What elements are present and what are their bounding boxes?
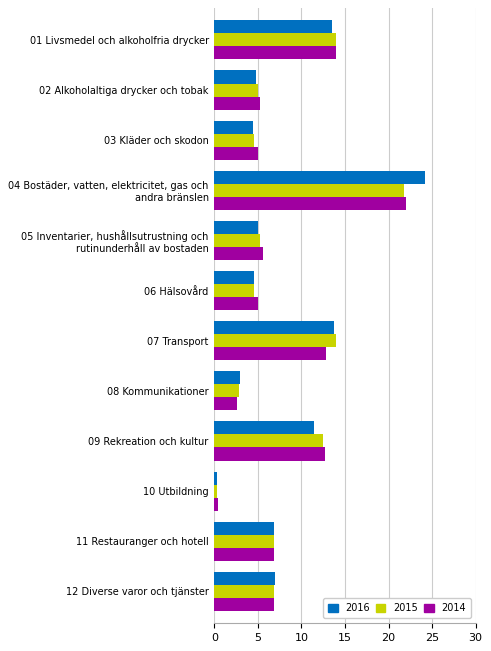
- Bar: [214, 271, 254, 284]
- Bar: [214, 585, 273, 598]
- Bar: [214, 197, 406, 210]
- Bar: [214, 521, 273, 534]
- Bar: [214, 297, 258, 310]
- Bar: [214, 397, 237, 410]
- Bar: [214, 421, 314, 434]
- Bar: [214, 447, 325, 460]
- Bar: [214, 434, 323, 447]
- Bar: [214, 46, 336, 59]
- Bar: [214, 497, 218, 510]
- Bar: [214, 247, 263, 260]
- Bar: [214, 120, 252, 133]
- Bar: [214, 221, 258, 234]
- Bar: [214, 547, 274, 561]
- Bar: [214, 471, 217, 484]
- Bar: [214, 184, 404, 197]
- Bar: [214, 334, 336, 347]
- Bar: [214, 133, 254, 146]
- Bar: [214, 598, 273, 611]
- Bar: [214, 171, 425, 184]
- Bar: [214, 572, 275, 585]
- Bar: [214, 20, 332, 33]
- Bar: [214, 371, 240, 384]
- Bar: [214, 384, 239, 397]
- Bar: [214, 96, 260, 109]
- Bar: [214, 70, 256, 83]
- Bar: [214, 284, 254, 297]
- Bar: [214, 534, 273, 547]
- Bar: [214, 83, 258, 96]
- Bar: [214, 321, 334, 334]
- Legend: 2016, 2015, 2014: 2016, 2015, 2014: [323, 598, 471, 618]
- Bar: [214, 33, 336, 46]
- Bar: [214, 234, 260, 247]
- Bar: [214, 146, 258, 159]
- Bar: [214, 484, 217, 497]
- Bar: [214, 347, 326, 360]
